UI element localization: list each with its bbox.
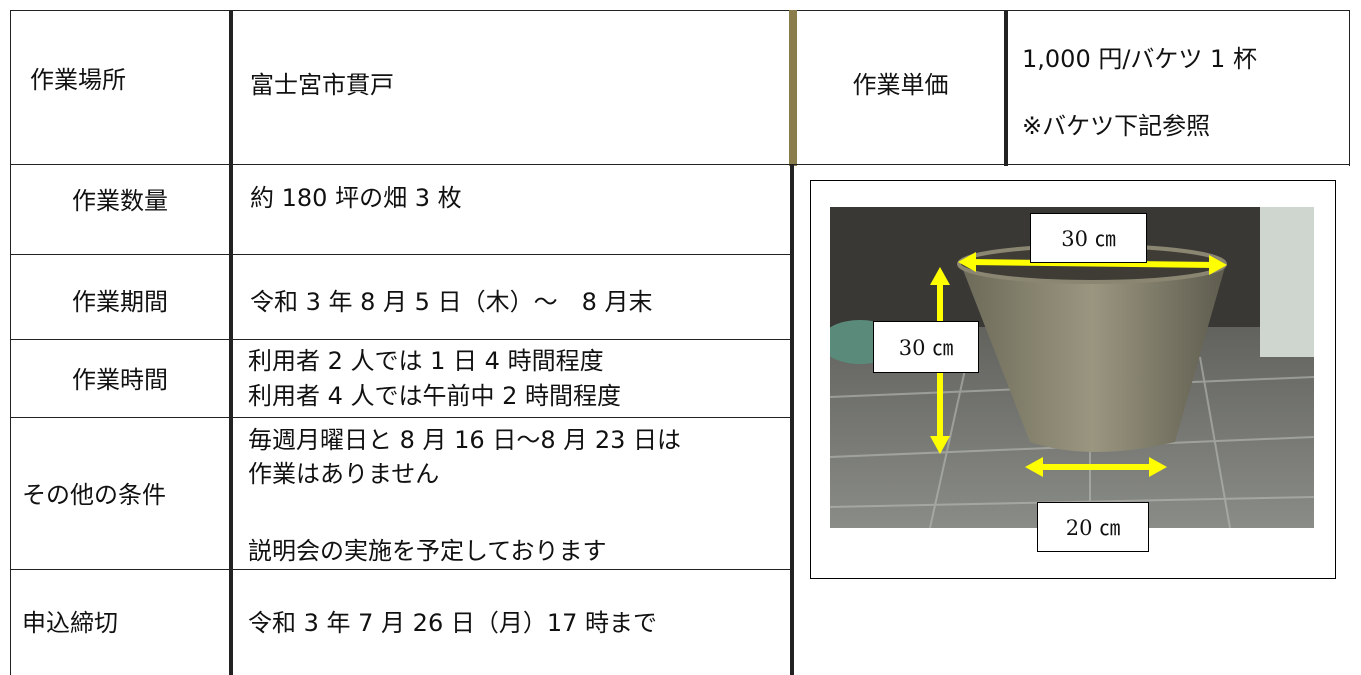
row-label: 作業数量	[72, 187, 168, 215]
row-value: 利用者 4 人では午前中 2 時間程度	[248, 382, 622, 410]
border	[10, 569, 791, 570]
border	[1349, 10, 1350, 166]
border	[10, 417, 791, 418]
border	[10, 339, 791, 340]
border	[1004, 10, 1008, 166]
cell-value: ※バケツ下記参照	[1022, 112, 1211, 140]
row-value: 作業はありません	[248, 460, 440, 488]
border	[10, 254, 791, 255]
border	[10, 164, 1350, 165]
border	[789, 10, 797, 166]
row-label: 申込締切	[22, 609, 118, 637]
row-label: 作業時間	[72, 366, 168, 394]
row-value: 令和 3 年 7 月 26 日（月）17 時まで	[248, 609, 658, 637]
dimension-label: 20 ㎝	[1037, 502, 1149, 552]
cell-label: 作業場所	[30, 66, 126, 94]
row-value: 毎週月曜日と 8 月 16 日～8 月 23 日は	[248, 426, 682, 454]
dimension-label: 30 ㎝	[1030, 213, 1147, 263]
row-value: 約 180 坪の畑 3 枚	[250, 184, 462, 212]
dimension-label: 30 ㎝	[873, 321, 979, 373]
border	[10, 10, 11, 675]
border	[229, 10, 233, 675]
row-value: 令和 3 年 8 月 5 日（木）～ 8 月末	[250, 288, 653, 316]
cell-value: 富士宮市貫戸	[250, 71, 394, 99]
row-label: 作業期間	[72, 288, 168, 316]
row-value: 説明会の実施を予定しております	[248, 537, 607, 565]
cell-label: 作業単価	[852, 71, 949, 99]
row-label: その他の条件	[22, 481, 166, 509]
border	[790, 165, 794, 675]
border	[10, 10, 1350, 11]
cell-value: 1,000 円/バケツ 1 杯	[1022, 45, 1257, 73]
photo-frame	[810, 180, 1336, 579]
row-value: 利用者 2 人では 1 日 4 時間程度	[248, 347, 604, 375]
